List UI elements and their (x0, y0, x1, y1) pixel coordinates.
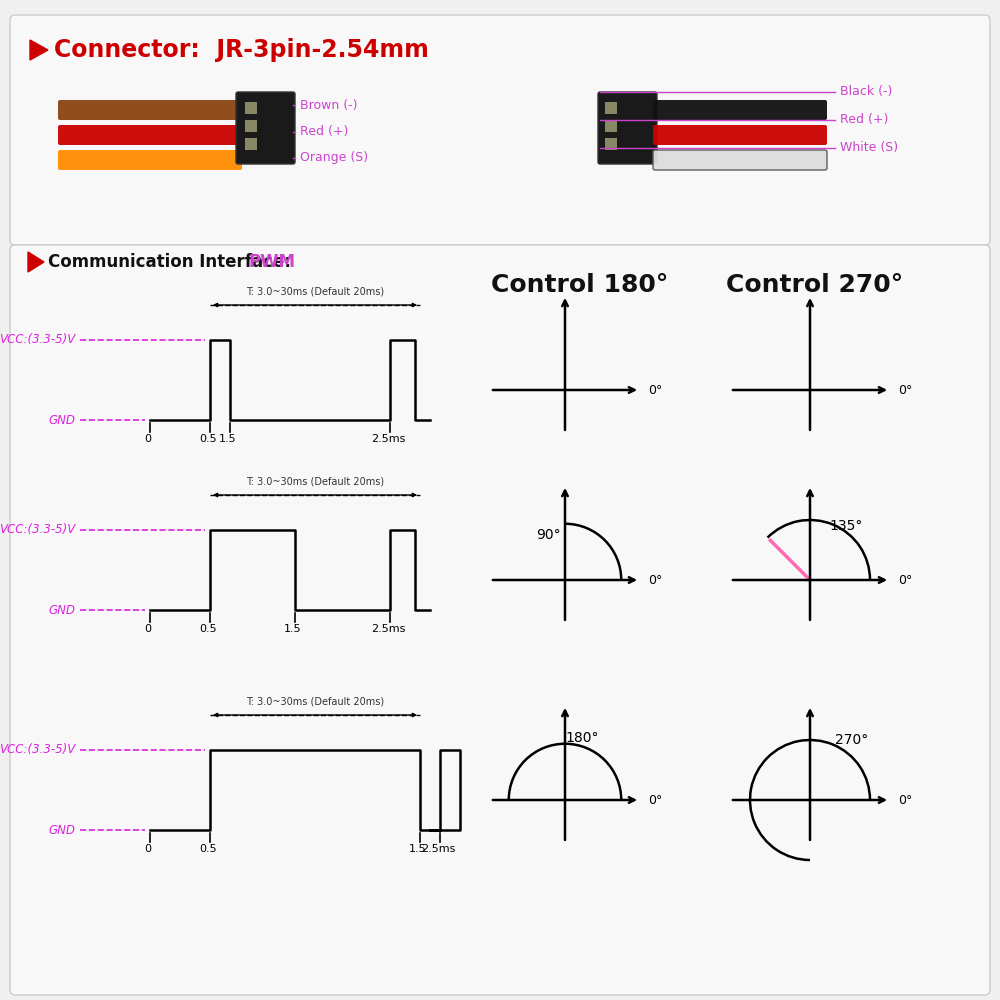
FancyBboxPatch shape (245, 138, 257, 150)
Text: White (S): White (S) (840, 141, 898, 154)
Text: VCC:(3.3-5)V: VCC:(3.3-5)V (0, 744, 75, 756)
FancyBboxPatch shape (10, 245, 990, 995)
Text: 2.5ms: 2.5ms (371, 434, 405, 444)
Text: VCC:(3.3-5)V: VCC:(3.3-5)V (0, 334, 75, 347)
Text: 0°: 0° (898, 574, 912, 586)
Text: 0°: 0° (648, 574, 662, 586)
Text: 1.5: 1.5 (219, 434, 237, 444)
FancyBboxPatch shape (236, 92, 295, 164)
FancyBboxPatch shape (58, 100, 242, 120)
Text: 0.5: 0.5 (199, 434, 217, 444)
Text: Connector:  JR-3pin-2.54mm: Connector: JR-3pin-2.54mm (54, 38, 429, 62)
Text: GND: GND (48, 603, 75, 616)
FancyBboxPatch shape (605, 138, 617, 150)
FancyBboxPatch shape (605, 102, 617, 114)
Text: 270°: 270° (835, 733, 869, 747)
Text: Orange (S): Orange (S) (300, 151, 368, 164)
Text: 0°: 0° (898, 383, 912, 396)
FancyBboxPatch shape (653, 125, 827, 145)
Polygon shape (30, 40, 48, 60)
Text: GND: GND (48, 824, 75, 836)
FancyBboxPatch shape (10, 15, 990, 245)
Text: 2.5ms: 2.5ms (371, 624, 405, 634)
Text: 135°: 135° (829, 519, 863, 533)
Text: 180°: 180° (565, 731, 599, 745)
Text: Brown (-): Brown (-) (300, 99, 358, 111)
FancyBboxPatch shape (245, 102, 257, 114)
Text: Red (+): Red (+) (840, 113, 888, 126)
Text: 0°: 0° (898, 794, 912, 806)
Text: 0: 0 (144, 434, 152, 444)
Text: GND: GND (48, 414, 75, 426)
Text: 0°: 0° (648, 383, 662, 396)
Text: Control 180°: Control 180° (491, 273, 669, 297)
Text: PWM: PWM (248, 253, 295, 271)
Text: Control 270°: Control 270° (726, 273, 904, 297)
FancyBboxPatch shape (245, 120, 257, 132)
Text: 0: 0 (144, 624, 152, 634)
Text: 2.5ms: 2.5ms (421, 844, 455, 854)
Text: T: 3.0~30ms (Default 20ms): T: 3.0~30ms (Default 20ms) (246, 477, 384, 487)
Text: VCC:(3.3-5)V: VCC:(3.3-5)V (0, 524, 75, 536)
Text: 0.5: 0.5 (199, 624, 217, 634)
FancyBboxPatch shape (58, 150, 242, 170)
Text: Communication Interface:: Communication Interface: (48, 253, 302, 271)
Text: 0°: 0° (648, 794, 662, 806)
Text: 1.5: 1.5 (284, 624, 302, 634)
FancyBboxPatch shape (653, 100, 827, 120)
FancyBboxPatch shape (598, 92, 657, 164)
Text: Red (+): Red (+) (300, 125, 348, 138)
Polygon shape (28, 252, 44, 272)
Text: T: 3.0~30ms (Default 20ms): T: 3.0~30ms (Default 20ms) (246, 287, 384, 297)
Text: 0.5: 0.5 (199, 844, 217, 854)
FancyBboxPatch shape (58, 125, 242, 145)
FancyBboxPatch shape (605, 120, 617, 132)
Text: 0: 0 (144, 844, 152, 854)
Text: 1.5: 1.5 (409, 844, 427, 854)
Text: T: 3.0~30ms (Default 20ms): T: 3.0~30ms (Default 20ms) (246, 697, 384, 707)
FancyBboxPatch shape (653, 150, 827, 170)
Text: Black (-): Black (-) (840, 86, 892, 99)
Text: 90°: 90° (536, 528, 560, 542)
